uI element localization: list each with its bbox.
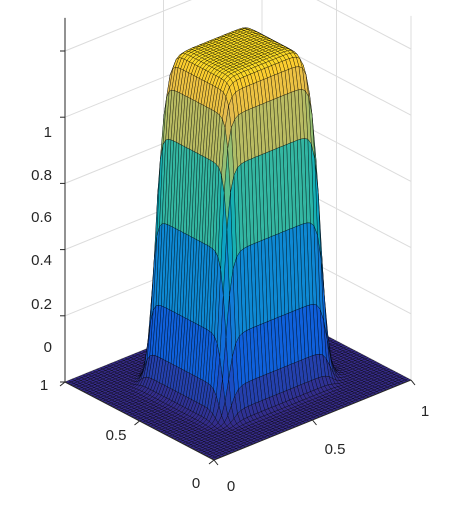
z-axis-ticks: 0 0.2 0.4 0.6 0.8 1 [31,124,52,356]
y-tick-label: 1 [40,377,48,394]
y-tick-mark [134,420,140,426]
axes [59,17,416,466]
z-tick-label: 0 [44,339,52,356]
y-tick-label: 0 [192,475,200,492]
surface [64,27,412,461]
z-tick-label: 1 [44,124,52,141]
x-tick-mark [410,379,416,386]
x-tick-label: 0.5 [325,441,346,458]
x-tick-label: 1 [421,403,429,420]
y-tick-mark [59,381,66,387]
z-tick-label: 0.8 [31,167,52,184]
z-tick-label: 0.2 [31,296,52,313]
x-tick-mark [213,459,219,466]
x-tick-label: 0 [227,478,235,495]
grid-line [316,0,412,50]
x-tick-mark [312,419,317,426]
z-tick-label: 0.4 [31,252,52,269]
x-axis-ticks: 0 0.5 1 [227,403,429,495]
y-axis-ticks: 0 0.5 1 [40,377,200,492]
z-tick-label: 0.6 [31,209,52,226]
y-tick-mark [208,459,215,465]
grid-line [64,0,192,52]
y-tick-label: 0.5 [106,427,127,444]
